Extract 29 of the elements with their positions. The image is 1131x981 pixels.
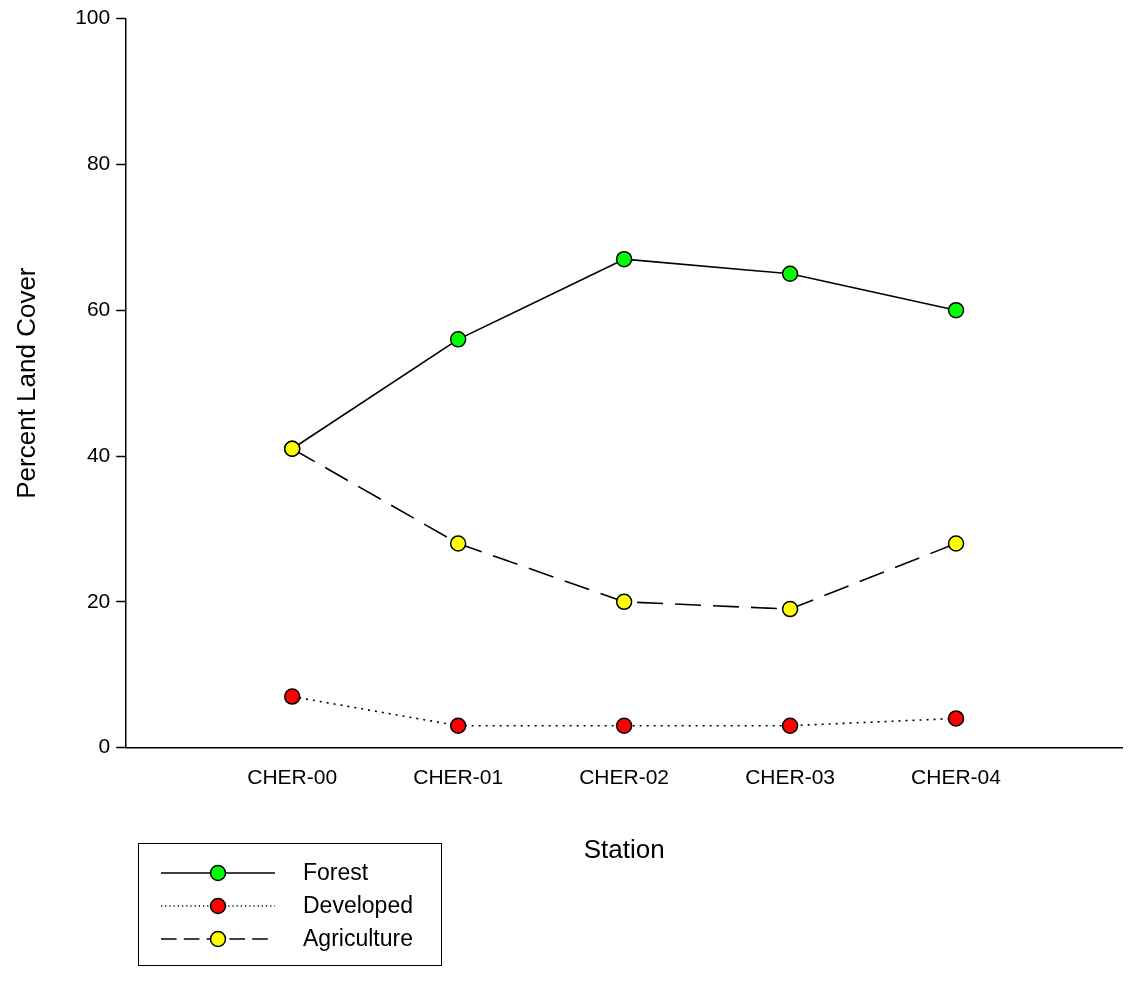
x-tick-label: CHER-00: [247, 765, 338, 788]
point: [781, 717, 799, 734]
point: [283, 688, 301, 705]
point: [781, 600, 799, 618]
y-tick-label: 100: [75, 5, 111, 29]
legend-label: Developed: [303, 892, 413, 919]
legend-label: Forest: [303, 859, 369, 886]
x-tick-label: CHER-04: [911, 765, 1002, 788]
point: [615, 717, 633, 734]
y-tick-label: 80: [86, 151, 111, 175]
y-tick-label: 60: [86, 297, 111, 320]
x-tick-label: CHER-02: [579, 765, 670, 788]
y-tick-label: 0: [98, 734, 111, 758]
x-axis-title: Station: [583, 833, 665, 864]
point: [947, 301, 965, 319]
point: [615, 593, 633, 611]
y-axis-title: Percent Land Cover: [10, 267, 41, 499]
y-tick-label: 40: [86, 442, 111, 466]
x-tick-label: CHER-01: [413, 765, 504, 788]
y-tick-label: 20: [86, 588, 111, 612]
point: [947, 535, 965, 552]
point: [781, 265, 799, 282]
x-tick-label: CHER-03: [745, 765, 836, 788]
point: [615, 250, 633, 268]
point: [947, 710, 965, 727]
point: [449, 717, 467, 734]
point: [449, 331, 467, 348]
legend-label: Agriculture: [303, 925, 413, 952]
point: [449, 535, 467, 552]
